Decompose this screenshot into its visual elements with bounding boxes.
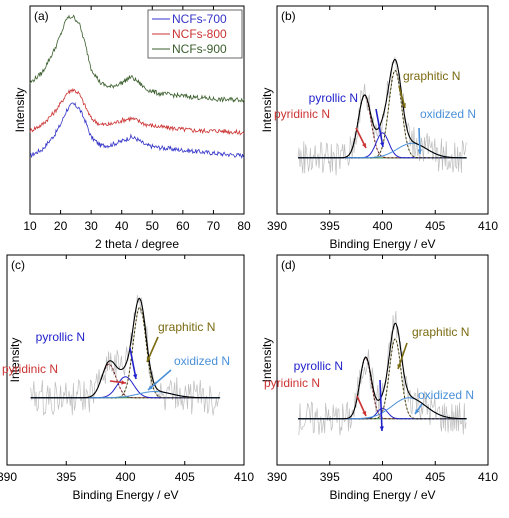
y-axis-label: Intensity bbox=[8, 338, 22, 383]
raw-spectrum bbox=[297, 310, 467, 436]
x-axis-label: Binding Energy / eV bbox=[329, 488, 435, 502]
y-axis-label: Intensity bbox=[13, 88, 27, 133]
peak-arrow-head bbox=[148, 385, 153, 390]
peak-graphitic-N bbox=[298, 338, 467, 420]
x-tick-label: 40 bbox=[115, 219, 129, 233]
peak-arrow bbox=[379, 379, 383, 432]
peak-arrow-head bbox=[401, 103, 406, 108]
series-line-NCFs-800 bbox=[29, 87, 245, 136]
x-tick-label: 405 bbox=[425, 470, 445, 484]
x-tick-label: 410 bbox=[234, 470, 254, 484]
panel-label: (a) bbox=[34, 9, 49, 23]
series-line-NCFs-900 bbox=[29, 14, 245, 103]
peak-arrow-head bbox=[380, 142, 385, 147]
peak-label: graphitic N bbox=[403, 69, 460, 83]
peak-label: graphitic N bbox=[158, 320, 215, 334]
peak-arrow-head bbox=[362, 143, 366, 148]
x-tick-label: 400 bbox=[115, 470, 135, 484]
peak-arrow-head bbox=[121, 380, 126, 385]
legend-entry: NCFs-800 bbox=[172, 27, 227, 41]
x-tick-label: 30 bbox=[84, 219, 98, 233]
panel-b: (b) 390 395 400 405 410 Binding Energy / eV Int… bbox=[260, 5, 498, 251]
x-axis-label: Binding Energy / eV bbox=[329, 237, 435, 251]
peak-label: pyrollic N bbox=[36, 330, 85, 344]
peak-label: pyridinic N bbox=[2, 362, 58, 376]
x-tick-label: 405 bbox=[175, 470, 195, 484]
x-tick-label: 390 bbox=[0, 470, 17, 484]
peak-arrow-head bbox=[146, 357, 151, 362]
peak-label: graphitic N bbox=[412, 325, 469, 339]
x-tick-label: 400 bbox=[372, 470, 392, 484]
peak-arrow bbox=[147, 369, 172, 391]
peak-label: pyrollic N bbox=[309, 91, 358, 105]
raw-spectrum bbox=[297, 56, 467, 176]
x-tick-label: 405 bbox=[425, 219, 445, 233]
x-tick-label: 80 bbox=[237, 219, 251, 233]
x-tick-label: 50 bbox=[146, 219, 160, 233]
peak-arrow-head bbox=[379, 426, 384, 431]
y-axis-label: Intensity bbox=[260, 338, 274, 383]
peak-label: pyridinic N bbox=[264, 376, 320, 390]
x-tick-label: 60 bbox=[176, 219, 190, 233]
peak-arrow bbox=[129, 347, 137, 380]
series-line-NCFs-700 bbox=[29, 102, 245, 159]
peak-arrow-head bbox=[362, 411, 367, 416]
peak-label: pyridinic N bbox=[274, 107, 330, 121]
peak-label: oxidized N bbox=[420, 107, 476, 121]
x-tick-label: 410 bbox=[478, 470, 498, 484]
peak-arrow-head bbox=[133, 374, 138, 379]
panel-c: (c) 390 395 400 405 410 Binding Energy / eV Int… bbox=[0, 254, 254, 502]
peak-arrow-head bbox=[415, 409, 420, 414]
peak-arrow bbox=[146, 336, 159, 363]
x-tick-label: 70 bbox=[207, 219, 221, 233]
panel-a: (a) 10 20 30 40 50 60 70 80 2 theta / degree Inten… bbox=[13, 5, 251, 251]
x-axis-label: 2 theta / degree bbox=[95, 237, 179, 251]
peak-arrow bbox=[397, 342, 408, 370]
y-axis-label: Intensity bbox=[260, 88, 274, 133]
peak-tint-graphitic-N bbox=[298, 338, 467, 420]
panel-label: (d) bbox=[281, 258, 296, 272]
peak-label: pyrollic N bbox=[294, 359, 343, 373]
x-tick-label: 395 bbox=[320, 219, 340, 233]
peak-arrow-head bbox=[417, 149, 423, 154]
legend-entry: NCFs-700 bbox=[172, 12, 227, 26]
peak-arrow-head bbox=[397, 364, 402, 369]
peak-label: oxidized N bbox=[418, 388, 474, 402]
peak-label: oxidized N bbox=[174, 354, 230, 368]
peak-arrow bbox=[375, 108, 384, 148]
envelope-fit bbox=[298, 58, 467, 159]
x-axis-label: Binding Energy / eV bbox=[72, 488, 178, 502]
envelope-fit bbox=[298, 322, 467, 420]
panel-label: (b) bbox=[281, 9, 296, 23]
panel-label: (c) bbox=[11, 258, 25, 272]
plot-frame bbox=[29, 5, 245, 215]
x-tick-label: 390 bbox=[267, 470, 287, 484]
x-tick-label: 10 bbox=[23, 219, 37, 233]
x-tick-label: 400 bbox=[372, 219, 392, 233]
panel-d: (d) 390 395 400 405 410 Binding Energy / eV Int… bbox=[260, 254, 498, 502]
envelope-fit bbox=[30, 297, 220, 399]
x-tick-label: 395 bbox=[320, 470, 340, 484]
x-tick-label: 390 bbox=[267, 219, 287, 233]
x-tick-label: 410 bbox=[478, 219, 498, 233]
x-tick-label: 395 bbox=[56, 470, 76, 484]
legend-entry: NCFs-900 bbox=[172, 42, 227, 56]
x-tick-label: 20 bbox=[54, 219, 68, 233]
